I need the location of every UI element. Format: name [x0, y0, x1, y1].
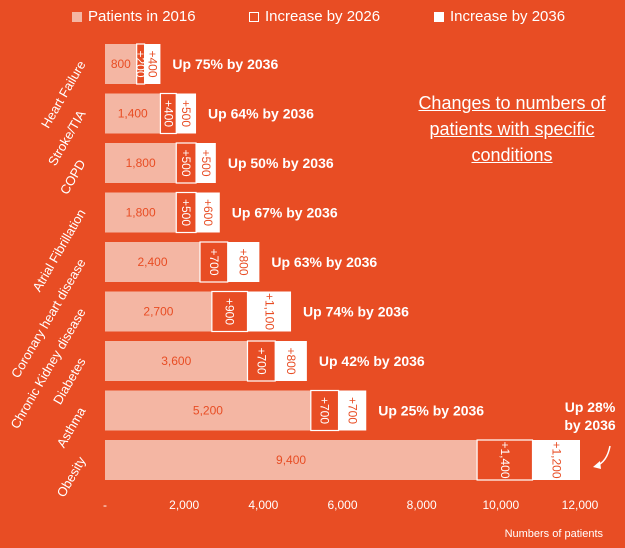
data-label: +500 — [179, 199, 193, 226]
bar-2036 — [532, 440, 580, 480]
x-axis-title: Numbers of patients — [505, 528, 604, 540]
category-label: COPD — [57, 157, 89, 197]
bar-2026 — [211, 290, 249, 333]
bar-annotation: Up 67% by 2036 — [232, 205, 338, 221]
x-tick-label: 6,000 — [327, 498, 357, 512]
bar-annotation: Up 64% by 2036 — [208, 106, 314, 122]
bar-2036 — [196, 192, 220, 233]
data-label: +700 — [318, 397, 332, 424]
x-tick-label: 4,000 — [248, 498, 278, 512]
chart-callout: Changes to numbers of patients with spec… — [418, 93, 606, 165]
legend-swatch-2026 — [249, 11, 259, 22]
legend-label-2036: Increase by 2036 — [450, 8, 566, 25]
bar-2026 — [199, 241, 229, 283]
data-label: +600 — [201, 199, 215, 226]
bar-2026 — [310, 389, 340, 432]
data-label: +400 — [161, 100, 175, 127]
data-label: +700 — [254, 347, 268, 374]
legend-label-2016: Patients in 2016 — [88, 8, 196, 25]
bar-2026 — [476, 439, 534, 481]
bar-2016 — [105, 291, 212, 332]
category-label: Obesity — [54, 454, 89, 500]
data-label: 1,800 — [126, 206, 156, 220]
data-label: +1,200 — [549, 441, 563, 478]
data-label: +500 — [179, 149, 193, 176]
data-label: +900 — [223, 298, 237, 325]
bar-2036 — [275, 341, 307, 381]
data-label: 1,800 — [126, 156, 156, 170]
data-label: +800 — [284, 347, 298, 374]
data-label: 2,700 — [143, 305, 173, 319]
data-label: 1,400 — [118, 107, 148, 121]
bar-2036 — [176, 93, 197, 134]
bar-2016 — [105, 440, 478, 480]
bar-2016 — [105, 192, 177, 233]
bar-annotation: Up 63% by 2036 — [271, 254, 377, 270]
bar-annotation: Up 75% by 2036 — [172, 56, 278, 72]
bar-annotation: Up 28% by 2036 — [564, 399, 616, 433]
bar-2016 — [105, 242, 200, 282]
bar-annotation: Up 42% by 2036 — [319, 353, 425, 369]
data-label: +1,400 — [498, 441, 512, 478]
bar-annotation: Up 25% by 2036 — [378, 403, 484, 419]
bar-2016 — [105, 44, 137, 84]
bar-2016 — [105, 93, 161, 134]
legend-item-2026: Increase by 2026 — [249, 8, 380, 25]
annotation-arrowhead — [593, 461, 601, 469]
x-tick-label: - — [103, 498, 107, 512]
data-label: +700 — [207, 248, 221, 275]
bar-2016 — [105, 341, 248, 381]
data-label: 3,600 — [161, 354, 191, 368]
data-label: 5,200 — [193, 404, 223, 418]
category-label: Atrial Fibrillation — [29, 207, 88, 295]
data-label: +800 — [237, 248, 251, 275]
category-label: Asthma — [54, 404, 89, 450]
bar-2036 — [144, 44, 161, 84]
x-tick-label: 10,000 — [482, 498, 519, 512]
bar-2016 — [105, 390, 311, 431]
x-tick-label: 8,000 — [407, 498, 437, 512]
bar-2026 — [246, 340, 276, 382]
legend-item-2016: Patients in 2016 — [72, 8, 196, 25]
bar-2016 — [105, 143, 177, 183]
bar-2036 — [247, 291, 292, 332]
data-label: +500 — [199, 149, 213, 176]
bar-annotation: Up 50% by 2036 — [228, 155, 334, 171]
data-label: +700 — [345, 397, 359, 424]
data-label: +1,100 — [262, 293, 276, 330]
legend-label-2026: Increase by 2026 — [265, 8, 381, 25]
x-tick-label: 2,000 — [169, 498, 199, 512]
bar-2036 — [227, 242, 260, 282]
bar-2036 — [196, 143, 216, 183]
x-tick-label: 12,000 — [562, 498, 599, 512]
bar-annotation: Up 74% by 2036 — [303, 304, 409, 320]
data-label: +500 — [179, 100, 193, 127]
legend-swatch-2036 — [434, 11, 444, 22]
data-label: +200 — [134, 50, 148, 77]
data-label: 9,400 — [276, 453, 306, 467]
legend: Patients in 2016 Increase by 2026 Increa… — [0, 8, 625, 30]
legend-swatch-2016 — [72, 11, 82, 22]
data-label: +400 — [146, 50, 160, 77]
bar-2036 — [338, 390, 367, 431]
data-label: 800 — [111, 57, 131, 71]
legend-item-2036: Increase by 2036 — [434, 8, 565, 25]
data-label: 2,400 — [137, 255, 167, 269]
